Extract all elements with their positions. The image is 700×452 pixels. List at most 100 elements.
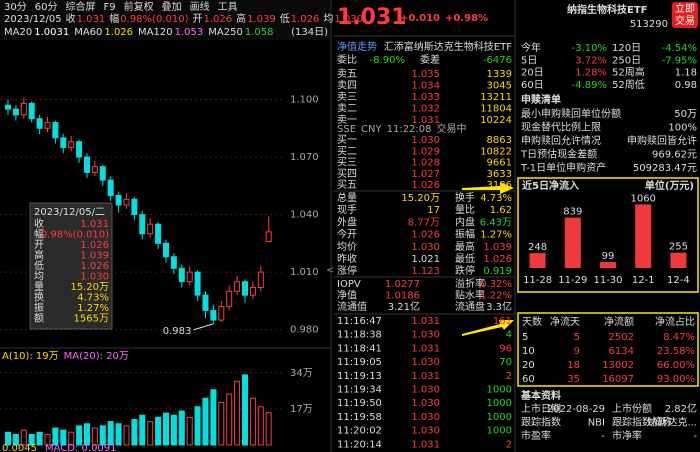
- inflow-title: 近5日净流入: [522, 179, 579, 192]
- collapse-arrow[interactable]: <: [326, 265, 334, 276]
- y-tick-label: 34万: [290, 368, 313, 379]
- stat-value: 3.3亿: [486, 300, 512, 313]
- basic-label: 上市份额: [612, 402, 652, 415]
- redeem-value: 969.62元: [652, 150, 697, 161]
- volume-bar: [84, 423, 90, 446]
- toolbar-item[interactable]: F9: [103, 2, 115, 13]
- table-header: 净流占比: [655, 315, 695, 328]
- basic-label: 市盈率: [521, 429, 551, 442]
- info-label: 收: [66, 12, 76, 25]
- toolbar-item[interactable]: 30分: [4, 1, 27, 13]
- table-cell: 23.58%: [657, 346, 695, 357]
- volume-bar: [257, 406, 264, 446]
- toolbar-item[interactable]: 前复权: [124, 0, 154, 13]
- inflow-unit: 单位(万元): [645, 179, 694, 192]
- tick-time: 11:19:58: [337, 412, 382, 423]
- book-label: 卖三: [337, 91, 357, 103]
- tick-time: 11:18:38: [337, 330, 382, 341]
- table-header: 天数: [522, 315, 542, 328]
- value: -8.90%: [370, 55, 405, 66]
- bar-label: 255: [669, 242, 688, 253]
- tick-price: 1.031: [411, 439, 440, 450]
- table-cell: 16097: [602, 374, 634, 385]
- tooltip-label: 均: [34, 271, 44, 283]
- toolbar-item[interactable]: 工具: [218, 1, 238, 13]
- table-cell: 20: [522, 360, 535, 371]
- candle-body: [218, 306, 225, 321]
- arrow: [462, 320, 514, 336]
- toolbar-item[interactable]: 画线: [190, 0, 210, 13]
- redeem-label: 现金替代比例上限: [521, 121, 601, 134]
- volume-bar: [20, 429, 27, 446]
- candle-body: [60, 137, 67, 148]
- basic-label: 跟踪指数: [521, 416, 561, 429]
- redeem-label: T日预估现金差额: [520, 148, 597, 161]
- candle-body: [91, 166, 98, 173]
- stat-value: 6.43万: [480, 217, 512, 228]
- tooltip-title: 2023/12/05/二: [34, 207, 105, 218]
- tooltip-value: 1.026: [80, 240, 109, 251]
- candle-body: [123, 198, 130, 206]
- toolbar-item[interactable]: 60分: [35, 1, 58, 13]
- volume-bar: [163, 412, 169, 446]
- stat-value: 1.62: [490, 205, 512, 216]
- ma-label: MA20: [4, 27, 32, 38]
- candle-body: [242, 281, 248, 296]
- trade-button[interactable]: [672, 2, 698, 28]
- book-label: 卖二: [337, 103, 357, 115]
- y-tick-label: 1.100: [290, 95, 319, 106]
- stat-label: 溢折率: [455, 277, 485, 290]
- stat-label: 昨收: [337, 252, 357, 265]
- candle-body: [36, 118, 43, 129]
- redeem-value: 申购赎回皆允许: [627, 134, 697, 147]
- low-pointer: [193, 323, 214, 331]
- book-price: 1.029: [411, 146, 440, 157]
- stat-label: 涨停: [337, 264, 357, 277]
- book-volume: 3633: [487, 169, 512, 180]
- table-cell: 13002: [602, 360, 634, 371]
- candle-body: [257, 271, 264, 288]
- volume-bar: [218, 402, 225, 446]
- stat-value: 1.026: [483, 254, 512, 265]
- book-price: 1.027: [411, 169, 440, 180]
- macd-legend: 0.0045: [2, 443, 37, 452]
- redeem-label: 申购赎回允许情况: [521, 134, 601, 147]
- volume-bar: [242, 374, 248, 446]
- info-label: 幅: [109, 12, 119, 25]
- toolbar-item[interactable]: 综合屏: [65, 0, 95, 13]
- stat-label: 今开: [337, 228, 357, 241]
- basic-label: 市净率: [612, 429, 642, 442]
- stat-value: 1.123: [411, 266, 440, 277]
- tick-time: 11:20:02: [337, 426, 382, 437]
- tick-time: 11:19:05: [337, 357, 382, 368]
- arrow: [462, 182, 514, 194]
- book-label: 买二: [337, 145, 357, 157]
- table-cell: 5: [574, 332, 580, 343]
- stat-value: 3.21亿: [388, 300, 420, 313]
- tooltip-value: 4.73%: [77, 293, 109, 304]
- toolbar-item[interactable]: 叠加: [162, 1, 182, 13]
- info-value: 0.98%(0.010): [120, 14, 188, 25]
- volume-bar: [12, 433, 19, 446]
- tooltip: [29, 202, 113, 330]
- basic-value: 2022-08-29: [547, 404, 605, 415]
- volume-bar: [155, 416, 162, 446]
- volume-bar: [60, 429, 67, 446]
- tick-time: 11:19:34: [337, 385, 382, 396]
- tick-time: 11:18:41: [337, 343, 382, 354]
- tick-volume: 4: [506, 330, 512, 341]
- fund-name: 汇添富纳斯达克生物科技ETF: [384, 40, 512, 53]
- basic-value: 2.82亿: [665, 402, 697, 415]
- perf-value: -7.95%: [662, 55, 697, 66]
- tooltip-value: 1.031: [80, 219, 109, 230]
- perf-value: 0.98: [675, 80, 697, 91]
- perf-value: -4.89%: [572, 80, 607, 91]
- stat-value: 1.030: [411, 242, 440, 253]
- tick-price: 1.030: [411, 330, 440, 341]
- volume-bar: [131, 419, 138, 446]
- redeem-label: T-1日单位申购资产: [520, 161, 606, 174]
- book-price: 1.031: [411, 115, 440, 126]
- stat-label: 换手: [455, 191, 475, 204]
- table-cell: 60: [522, 374, 535, 385]
- volume-bar: [68, 431, 75, 446]
